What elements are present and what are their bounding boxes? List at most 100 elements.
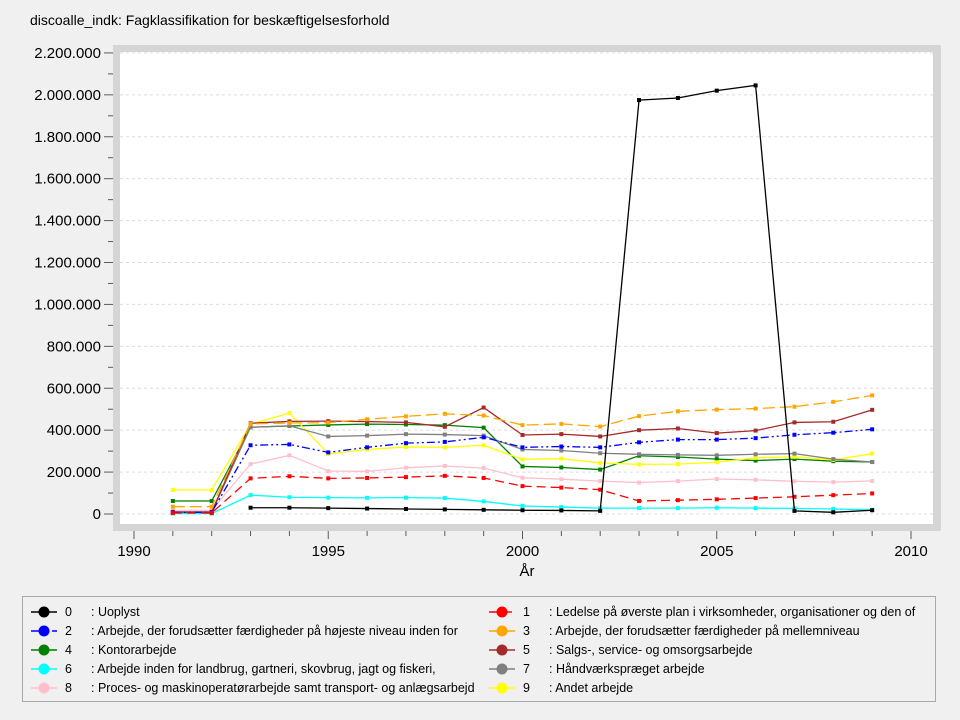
x-axis-title: År bbox=[519, 563, 535, 580]
legend-label: : Andet arbejde bbox=[549, 681, 634, 696]
series-marker-1 bbox=[481, 475, 486, 480]
series-marker-4 bbox=[365, 422, 370, 427]
line-chart: 0 200.000 400.000 600.000 800.000 1.000.000 1.… bbox=[34, 45, 941, 560]
y-tick-label: 1.600.000 bbox=[34, 171, 101, 188]
legend-label: : Arbejde, der forudsætter færdigheder p… bbox=[549, 623, 860, 638]
legend-number: 8 bbox=[65, 681, 72, 696]
series-marker-5 bbox=[598, 434, 603, 439]
series-marker-8 bbox=[403, 465, 408, 470]
series-marker-5 bbox=[365, 419, 370, 424]
series-marker-5 bbox=[481, 405, 486, 410]
series-marker-5 bbox=[675, 426, 680, 431]
series-marker-3 bbox=[675, 409, 680, 414]
series-marker-8 bbox=[714, 477, 719, 482]
legend-line-sample-icon bbox=[31, 682, 57, 694]
series-marker-5 bbox=[714, 431, 719, 436]
series-marker-7 bbox=[637, 452, 642, 457]
series-marker-6 bbox=[559, 505, 564, 510]
x-tick-label: 1990 bbox=[117, 543, 150, 560]
series-marker-1 bbox=[520, 484, 525, 489]
legend-line-sample-icon bbox=[489, 625, 515, 637]
legend-label: : Ledelse på øverste plan i virksomheder… bbox=[549, 604, 916, 619]
series-marker-7 bbox=[714, 453, 719, 458]
series-marker-2 bbox=[287, 442, 292, 447]
series-marker-8 bbox=[520, 475, 525, 480]
series-marker-7 bbox=[753, 452, 758, 457]
series-marker-5 bbox=[831, 419, 836, 424]
series-marker-8 bbox=[598, 479, 603, 484]
series-marker-1 bbox=[170, 510, 175, 515]
series-marker-4 bbox=[598, 467, 603, 472]
series-marker-0 bbox=[442, 507, 447, 512]
series-marker-6 bbox=[753, 506, 758, 511]
series-marker-0 bbox=[559, 508, 564, 513]
series-marker-7 bbox=[403, 432, 408, 437]
series-marker-0 bbox=[792, 508, 797, 513]
series-marker-3 bbox=[248, 421, 253, 426]
series-marker-3 bbox=[870, 393, 875, 398]
series-marker-2 bbox=[753, 436, 758, 441]
legend-line-sample-icon bbox=[489, 682, 515, 694]
y-tick-label: 400.000 bbox=[47, 422, 101, 439]
legend-line-sample-icon bbox=[489, 644, 515, 656]
series-marker-8 bbox=[365, 469, 370, 474]
series-marker-4 bbox=[326, 422, 331, 427]
legend-item-1: 1: Ledelse på øverste plan i virksomhede… bbox=[489, 602, 934, 621]
series-marker-7 bbox=[248, 425, 253, 430]
legend-number: 0 bbox=[65, 604, 72, 619]
series-marker-9 bbox=[598, 460, 603, 465]
series-marker-8 bbox=[287, 453, 292, 458]
legend-line-sample-icon bbox=[31, 606, 57, 618]
series-marker-1 bbox=[637, 499, 642, 504]
series-marker-1 bbox=[675, 498, 680, 503]
series-marker-9 bbox=[170, 487, 175, 492]
series-marker-3 bbox=[753, 406, 758, 411]
y-tick-label: 2.200.000 bbox=[34, 45, 101, 62]
series-marker-8 bbox=[753, 477, 758, 482]
series-marker-2 bbox=[403, 441, 408, 446]
series-marker-3 bbox=[365, 417, 370, 422]
series-marker-0 bbox=[365, 506, 370, 511]
series-marker-9 bbox=[637, 462, 642, 467]
series-marker-0 bbox=[637, 98, 642, 103]
legend-label: : Uoplyst bbox=[91, 604, 140, 619]
series-marker-9 bbox=[403, 444, 408, 449]
series-marker-9 bbox=[209, 487, 214, 492]
series-marker-3 bbox=[714, 407, 719, 412]
chart-title: discoalle_indk: Fagklassifikation for be… bbox=[30, 12, 390, 28]
series-marker-3 bbox=[520, 423, 525, 428]
series-marker-9 bbox=[481, 443, 486, 448]
series-marker-4 bbox=[792, 457, 797, 462]
y-tick-label: 1.800.000 bbox=[34, 129, 101, 146]
legend-line-sample-icon bbox=[31, 644, 57, 656]
legend-item-9: 9 : Andet arbejde bbox=[489, 679, 934, 698]
legend-number: 9 bbox=[523, 681, 530, 696]
series-marker-3 bbox=[287, 421, 292, 426]
series-marker-0 bbox=[481, 507, 486, 512]
y-tick-label: 1.000.000 bbox=[34, 296, 101, 313]
series-marker-9 bbox=[753, 455, 758, 460]
series-marker-9 bbox=[792, 454, 797, 459]
legend-item-6: 6: Arbejde inden for landbrug, gartneri,… bbox=[31, 660, 476, 679]
series-marker-7 bbox=[326, 434, 331, 439]
series-marker-2 bbox=[442, 439, 447, 444]
series-marker-7 bbox=[675, 452, 680, 457]
series-marker-2 bbox=[714, 437, 719, 442]
series-marker-7 bbox=[831, 457, 836, 462]
legend-item-8: 8: Proces- og maskinoperatørarbejde samt… bbox=[31, 679, 476, 698]
legend-line-sample-icon bbox=[489, 606, 515, 618]
series-marker-5 bbox=[559, 432, 564, 437]
series-marker-6 bbox=[442, 496, 447, 501]
series-marker-0 bbox=[598, 508, 603, 513]
plot-area bbox=[120, 52, 933, 524]
series-marker-3 bbox=[792, 404, 797, 409]
y-tick-label: 600.000 bbox=[47, 380, 101, 397]
series-marker-1 bbox=[559, 485, 564, 490]
series-marker-3 bbox=[209, 504, 214, 509]
series-marker-9 bbox=[442, 445, 447, 450]
series-marker-2 bbox=[248, 443, 253, 448]
series-marker-6 bbox=[675, 506, 680, 511]
legend-label: : Arbejde inden for landbrug, gartneri, … bbox=[91, 662, 436, 677]
series-marker-6 bbox=[326, 495, 331, 500]
series-marker-1 bbox=[365, 475, 370, 480]
